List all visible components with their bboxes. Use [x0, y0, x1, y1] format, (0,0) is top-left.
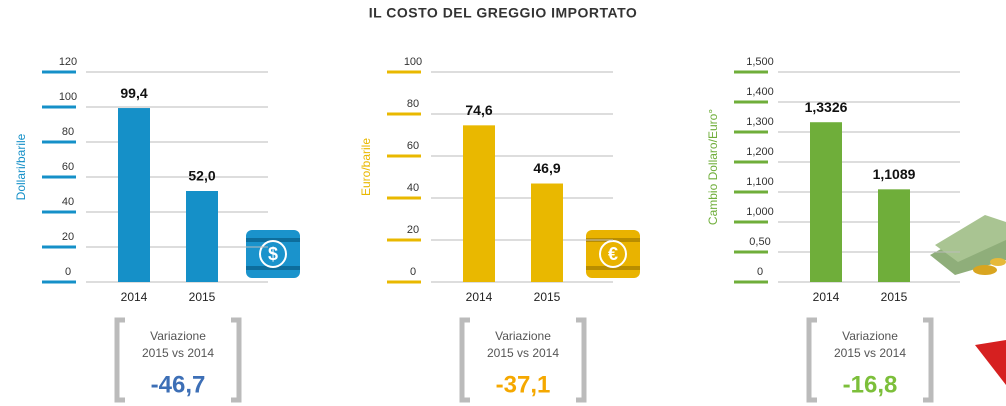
variation-caption: 2015 vs 2014 — [834, 346, 906, 360]
y-tick-label: 20 — [407, 224, 419, 236]
y-tick-label: 0,50 — [749, 236, 770, 248]
y-tick-label: 1,100 — [746, 176, 774, 188]
y-tick-label: 0 — [65, 266, 71, 278]
x-tick-label: 2015 — [881, 290, 908, 304]
variation-caption: Variazione — [495, 329, 551, 343]
bracket-right — [923, 317, 934, 403]
value-label: 99,4 — [120, 85, 147, 101]
y-tick-label: 0 — [757, 266, 763, 278]
y-tick-label: 80 — [62, 126, 74, 138]
y-tick-label: 0 — [410, 266, 416, 278]
variation-box: Variazione 2015 vs 2014 -16,8 — [806, 317, 934, 403]
variation-caption: 2015 vs 2014 — [142, 346, 214, 360]
variation-caption: Variazione — [150, 329, 206, 343]
variation-caption: 2015 vs 2014 — [487, 346, 559, 360]
variation-value: -37,1 — [496, 371, 551, 398]
bar — [531, 183, 563, 282]
x-tick-label: 2015 — [534, 290, 561, 304]
y-tick-label: 1,300 — [746, 116, 774, 128]
money-icon — [930, 215, 1006, 275]
y-tick-label: 100 — [404, 56, 422, 68]
bar — [878, 189, 910, 282]
variation-value: -16,8 — [843, 371, 898, 398]
svg-text:€: € — [608, 244, 618, 264]
bracket-right — [576, 317, 587, 403]
bracket-left — [114, 317, 125, 403]
main-title: IL COSTO DEL GREGGIO IMPORTATO — [369, 5, 638, 21]
x-tick-label: 2015 — [189, 290, 216, 304]
y-axis-title: Cambio Dollaro/Euro° — [706, 109, 720, 225]
bar — [810, 122, 842, 282]
value-label: 1,3326 — [805, 99, 848, 115]
bracket-right — [231, 317, 242, 403]
bracket-left — [806, 317, 817, 403]
y-tick-label: 60 — [62, 161, 74, 173]
y-tick-label: 100 — [59, 91, 77, 103]
variation-box: Variazione 2015 vs 2014 -46,7 — [114, 317, 242, 403]
y-tick-label: 1,500 — [746, 56, 774, 68]
decor-triangle — [975, 340, 1006, 385]
value-label: 46,9 — [533, 160, 560, 176]
dollar-barrel-icon: $ — [246, 230, 300, 278]
y-axis-title: Dollari/barile — [14, 133, 28, 200]
y-tick-label: 1,400 — [746, 86, 774, 98]
bar — [186, 191, 218, 282]
x-tick-label: 2014 — [121, 290, 148, 304]
x-tick-label: 2014 — [466, 290, 493, 304]
value-label: 74,6 — [465, 102, 492, 118]
value-label: 52,0 — [188, 168, 215, 184]
variation-box: Variazione 2015 vs 2014 -37,1 — [459, 317, 587, 403]
bar — [463, 125, 495, 282]
y-tick-label: 1,200 — [746, 146, 774, 158]
variation-value: -46,7 — [151, 371, 206, 398]
y-tick-label: 80 — [407, 98, 419, 110]
svg-text:$: $ — [268, 244, 278, 264]
y-axis-title: Euro/barile — [359, 138, 373, 196]
y-tick-label: 20 — [62, 231, 74, 243]
y-tick-label: 40 — [62, 196, 74, 208]
x-tick-label: 2014 — [813, 290, 840, 304]
y-tick-label: 60 — [407, 140, 419, 152]
y-tick-label: 120 — [59, 56, 77, 68]
euro-barrel-icon: € — [586, 230, 640, 278]
variation-caption: Variazione — [842, 329, 898, 343]
bracket-left — [459, 317, 470, 403]
bar — [118, 108, 150, 282]
value-label: 1,1089 — [873, 166, 916, 182]
y-tick-label: 40 — [407, 182, 419, 194]
y-tick-label: 1,000 — [746, 206, 774, 218]
